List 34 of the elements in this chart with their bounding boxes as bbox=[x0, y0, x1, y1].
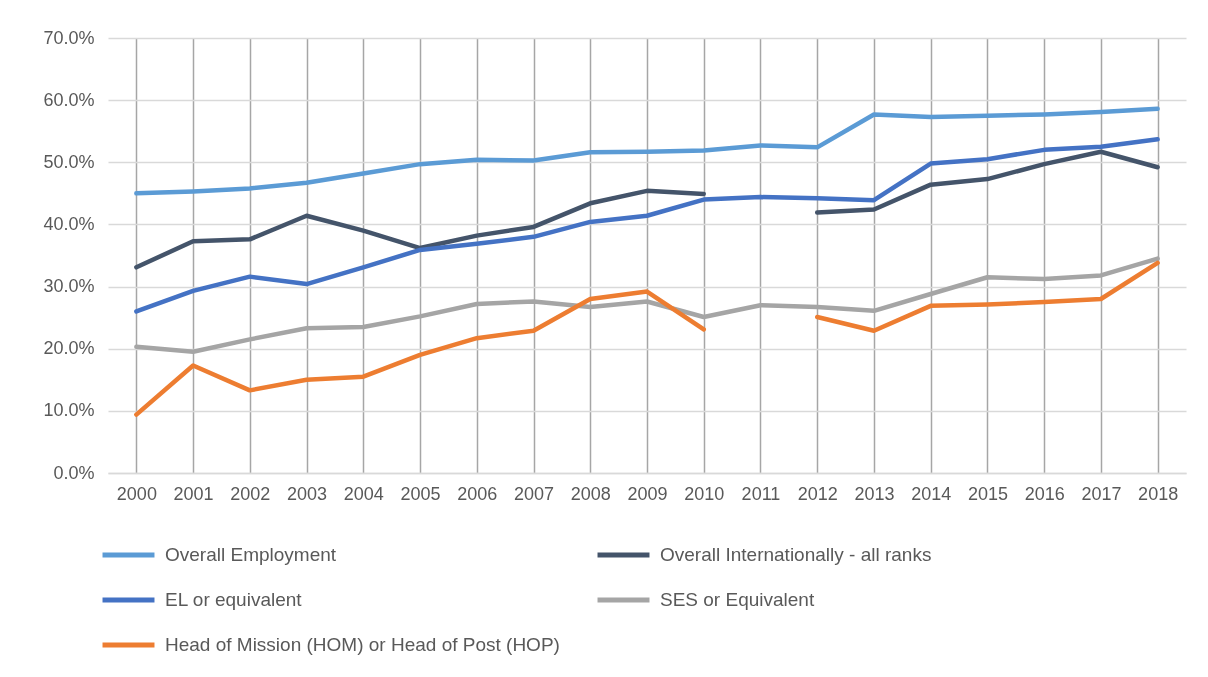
y-tick-label: 20.0% bbox=[43, 338, 95, 359]
legend-label: Overall Internationally - all ranks bbox=[660, 544, 932, 565]
y-tick-label: 0.0% bbox=[53, 462, 95, 483]
legend-label: Overall Employment bbox=[165, 544, 337, 565]
legend-label: EL or equivalent bbox=[165, 589, 303, 610]
x-tick-label: 2002 bbox=[230, 483, 271, 504]
y-tick-label: 10.0% bbox=[43, 400, 95, 421]
x-tick-label: 2003 bbox=[287, 483, 328, 504]
y-tick-label: 60.0% bbox=[43, 89, 95, 110]
line-series bbox=[134, 137, 1160, 314]
x-tick-label: 2004 bbox=[343, 483, 384, 504]
x-tick-label: 2009 bbox=[627, 483, 668, 504]
y-tick-label: 40.0% bbox=[43, 213, 95, 234]
x-tick-label: 2013 bbox=[854, 483, 895, 504]
x-tick-label: 2016 bbox=[1024, 483, 1065, 504]
x-tick-label: 2001 bbox=[173, 483, 214, 504]
line-series bbox=[134, 106, 1160, 196]
x-tick-label: 2008 bbox=[570, 483, 611, 504]
x-tick-label: 2000 bbox=[116, 483, 157, 504]
x-tick-label: 2011 bbox=[741, 483, 781, 504]
x-tick-label: 2012 bbox=[797, 483, 838, 504]
legend-label: SES or Equivalent bbox=[660, 589, 815, 610]
x-tick-label: 2018 bbox=[1138, 483, 1179, 504]
y-tick-label: 30.0% bbox=[43, 276, 95, 297]
x-tick-label: 2015 bbox=[967, 483, 1008, 504]
x-tick-label: 2005 bbox=[400, 483, 441, 504]
x-tick-label: 2006 bbox=[457, 483, 498, 504]
x-tick-label: 2017 bbox=[1081, 483, 1122, 504]
x-tick-label: 2010 bbox=[684, 483, 725, 504]
legend-label: Head of Mission (HOM) or Head of Post (HOP) bbox=[165, 634, 560, 655]
y-tick-label: 70.0% bbox=[43, 27, 95, 48]
x-tick-label: 2014 bbox=[911, 483, 952, 504]
y-tick-label: 50.0% bbox=[43, 151, 95, 172]
x-tick-label: 2007 bbox=[514, 483, 555, 504]
